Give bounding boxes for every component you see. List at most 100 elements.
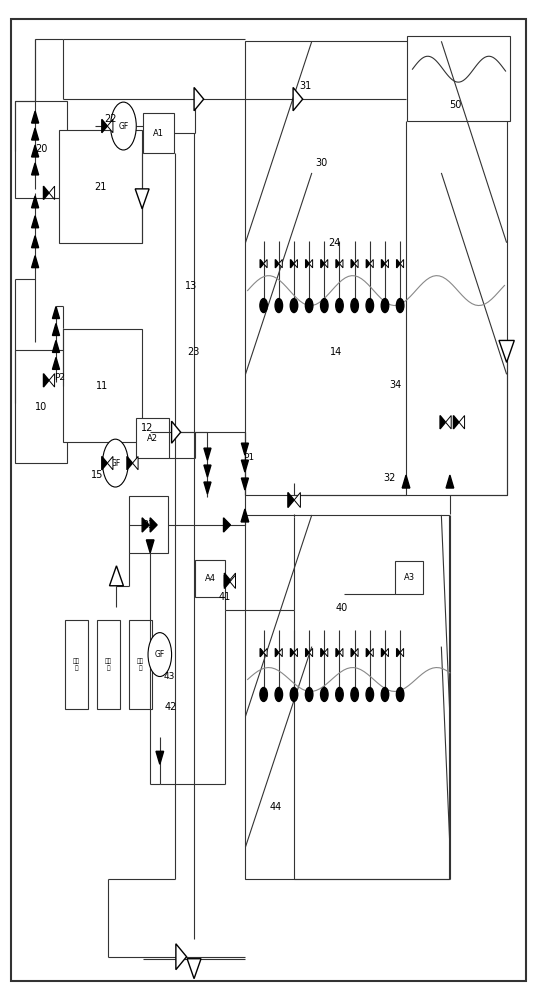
Text: 31: 31 bbox=[299, 81, 312, 91]
Polygon shape bbox=[324, 648, 328, 657]
Polygon shape bbox=[366, 648, 370, 657]
Text: 14: 14 bbox=[330, 347, 342, 357]
Circle shape bbox=[336, 687, 343, 701]
Circle shape bbox=[351, 299, 358, 313]
Circle shape bbox=[397, 299, 404, 313]
Polygon shape bbox=[275, 648, 279, 657]
Polygon shape bbox=[397, 648, 400, 657]
Polygon shape bbox=[204, 448, 211, 460]
Text: 33: 33 bbox=[143, 520, 155, 530]
Polygon shape bbox=[324, 259, 328, 268]
Polygon shape bbox=[204, 465, 211, 477]
Polygon shape bbox=[230, 573, 236, 586]
Text: GF: GF bbox=[155, 650, 165, 659]
Polygon shape bbox=[223, 518, 230, 532]
Polygon shape bbox=[102, 119, 108, 133]
Polygon shape bbox=[204, 482, 211, 494]
Circle shape bbox=[351, 687, 358, 701]
Circle shape bbox=[381, 687, 389, 701]
Circle shape bbox=[260, 299, 267, 313]
Polygon shape bbox=[224, 575, 230, 588]
Polygon shape bbox=[49, 186, 54, 200]
Polygon shape bbox=[397, 259, 400, 268]
Text: 15: 15 bbox=[90, 470, 103, 480]
Polygon shape bbox=[32, 128, 39, 140]
Bar bbox=[245, 41, 507, 495]
Bar bbox=[245, 41, 507, 495]
Polygon shape bbox=[446, 475, 454, 488]
Polygon shape bbox=[52, 340, 60, 352]
Bar bbox=[15, 350, 67, 463]
Polygon shape bbox=[32, 256, 39, 268]
Polygon shape bbox=[400, 648, 404, 657]
Polygon shape bbox=[294, 648, 298, 657]
Bar bbox=[195, 560, 225, 597]
Polygon shape bbox=[156, 751, 164, 764]
Polygon shape bbox=[110, 566, 123, 586]
Circle shape bbox=[306, 687, 313, 701]
Polygon shape bbox=[32, 196, 39, 208]
Polygon shape bbox=[294, 259, 298, 268]
Polygon shape bbox=[306, 648, 309, 657]
Circle shape bbox=[275, 299, 282, 313]
Polygon shape bbox=[32, 236, 39, 248]
Bar bbox=[15, 101, 67, 198]
Circle shape bbox=[103, 439, 128, 487]
Text: 22: 22 bbox=[104, 114, 116, 124]
Polygon shape bbox=[176, 944, 187, 970]
Polygon shape bbox=[150, 518, 157, 532]
Polygon shape bbox=[293, 87, 303, 111]
Polygon shape bbox=[309, 259, 313, 268]
Polygon shape bbox=[32, 111, 39, 123]
Circle shape bbox=[290, 299, 298, 313]
Circle shape bbox=[111, 102, 136, 150]
Polygon shape bbox=[309, 648, 313, 657]
Bar bbox=[245, 515, 449, 879]
Polygon shape bbox=[385, 648, 388, 657]
Polygon shape bbox=[108, 119, 113, 133]
Polygon shape bbox=[260, 648, 264, 657]
Text: P2: P2 bbox=[54, 373, 65, 382]
Polygon shape bbox=[224, 573, 230, 586]
Polygon shape bbox=[336, 259, 339, 268]
Text: GF: GF bbox=[110, 459, 121, 468]
Polygon shape bbox=[366, 259, 370, 268]
Text: A1: A1 bbox=[153, 129, 164, 138]
Polygon shape bbox=[194, 87, 204, 111]
Polygon shape bbox=[336, 648, 339, 657]
Bar bbox=[136, 418, 169, 458]
Bar bbox=[56, 586, 200, 737]
Text: 압축
기: 압축 기 bbox=[105, 658, 112, 671]
Text: 20: 20 bbox=[35, 144, 47, 154]
Polygon shape bbox=[291, 648, 294, 657]
Circle shape bbox=[366, 299, 373, 313]
Polygon shape bbox=[32, 163, 39, 175]
Text: 24: 24 bbox=[328, 238, 341, 248]
Polygon shape bbox=[454, 416, 459, 429]
Bar bbox=[59, 130, 142, 243]
Polygon shape bbox=[132, 456, 138, 470]
Polygon shape bbox=[230, 575, 236, 588]
Polygon shape bbox=[381, 259, 385, 268]
Polygon shape bbox=[370, 648, 373, 657]
Polygon shape bbox=[445, 416, 451, 429]
Bar bbox=[63, 329, 142, 442]
Circle shape bbox=[275, 687, 282, 701]
Bar bbox=[245, 515, 449, 879]
Polygon shape bbox=[440, 416, 445, 429]
Polygon shape bbox=[370, 259, 373, 268]
Circle shape bbox=[321, 687, 328, 701]
Polygon shape bbox=[32, 145, 39, 157]
Text: 34: 34 bbox=[389, 380, 401, 390]
Polygon shape bbox=[135, 189, 149, 209]
Polygon shape bbox=[44, 186, 49, 200]
Text: 41: 41 bbox=[219, 592, 231, 602]
Polygon shape bbox=[321, 648, 324, 657]
Text: 42: 42 bbox=[164, 702, 176, 712]
Bar bbox=[97, 620, 119, 709]
Polygon shape bbox=[242, 460, 249, 472]
Polygon shape bbox=[351, 648, 355, 657]
Polygon shape bbox=[381, 648, 385, 657]
Polygon shape bbox=[355, 648, 358, 657]
Circle shape bbox=[260, 687, 267, 701]
